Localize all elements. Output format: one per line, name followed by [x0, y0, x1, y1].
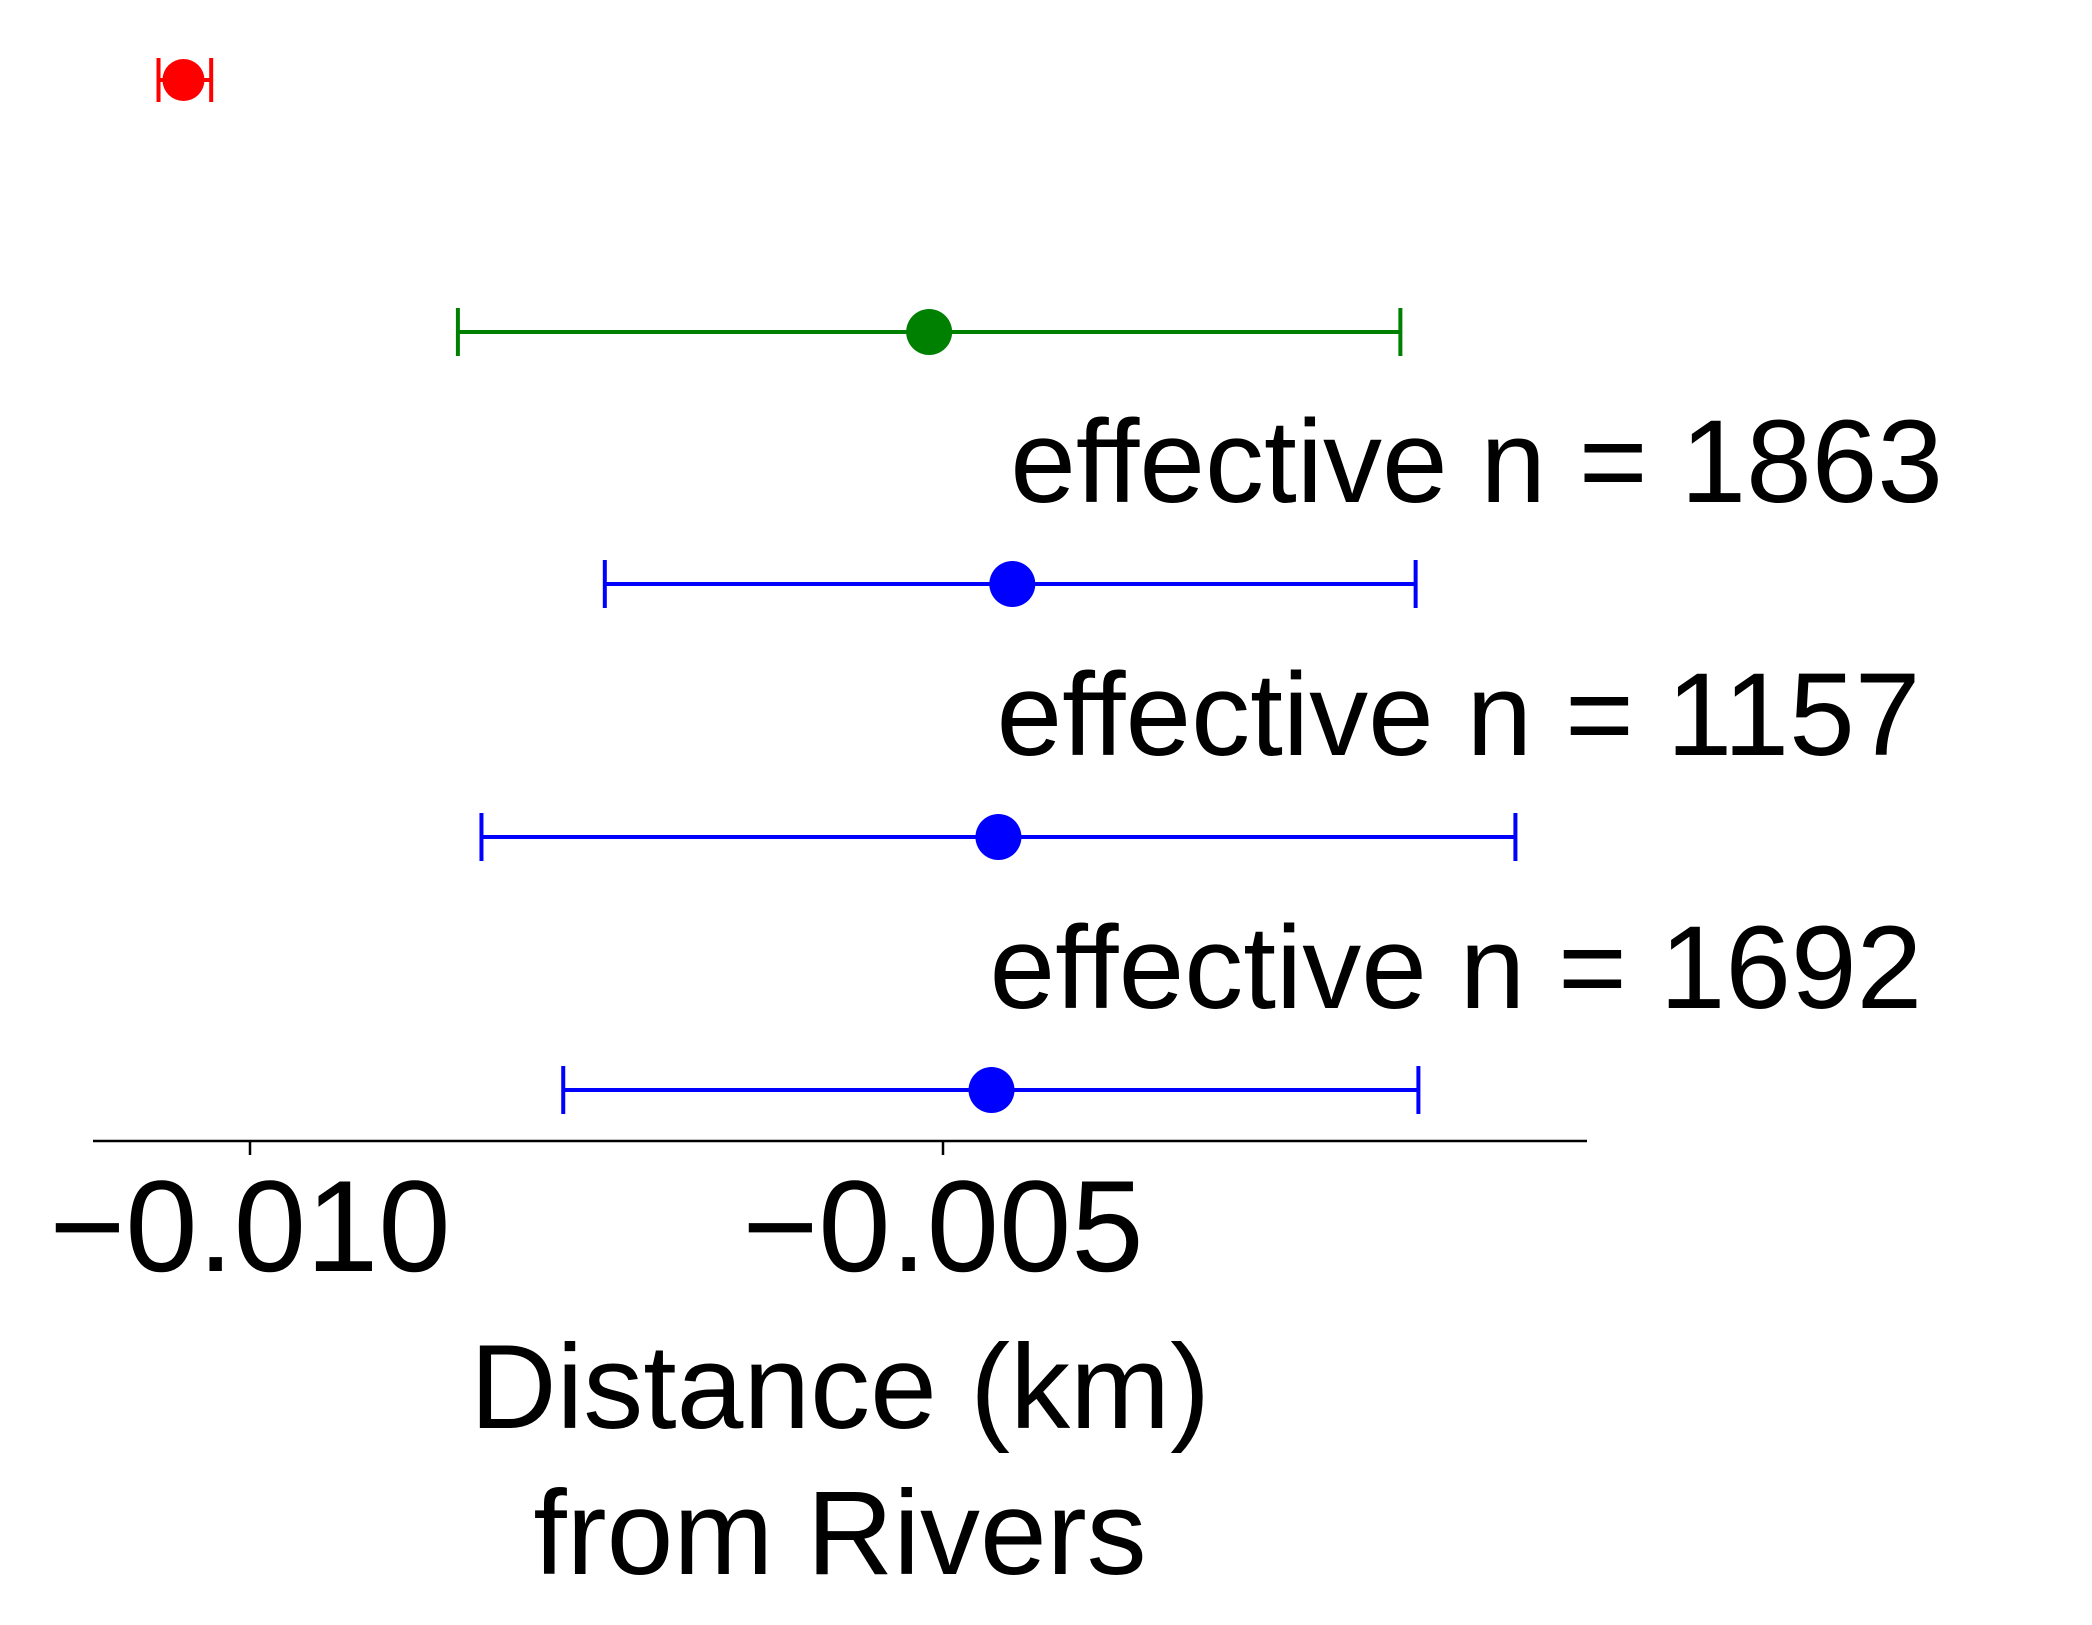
- point-estimate: [989, 561, 1036, 607]
- chart-marks: effective n = 1863 effective n = 1157 effe…: [156, 58, 1943, 1114]
- estimate-row-3: effective n = 1863: [602, 396, 1943, 608]
- effective-n-label: effective n = 1863: [1010, 396, 1943, 528]
- x-axis-ticks: −0.010 −0.005: [49, 1141, 1144, 1299]
- effective-n-label: effective n = 1692: [990, 902, 1923, 1034]
- point-estimate: [968, 1067, 1015, 1113]
- point-estimate: [975, 814, 1022, 860]
- effective-n-label: effective n = 1157: [996, 649, 1920, 781]
- estimate-row-5: effective n = 1692: [561, 902, 1923, 1114]
- estimate-row-2: [455, 308, 1403, 356]
- x-tick-label: −0.010: [49, 1153, 450, 1299]
- x-axis-label-line-2: from Rivers: [533, 1466, 1146, 1600]
- x-tick-label: −0.005: [742, 1153, 1143, 1299]
- x-axis-label-line-1: Distance (km): [470, 1320, 1210, 1454]
- estimate-row-1: [156, 58, 214, 102]
- point-estimate: [906, 309, 953, 355]
- estimate-row-4: effective n = 1157: [479, 649, 1920, 861]
- point-estimate: [162, 59, 205, 101]
